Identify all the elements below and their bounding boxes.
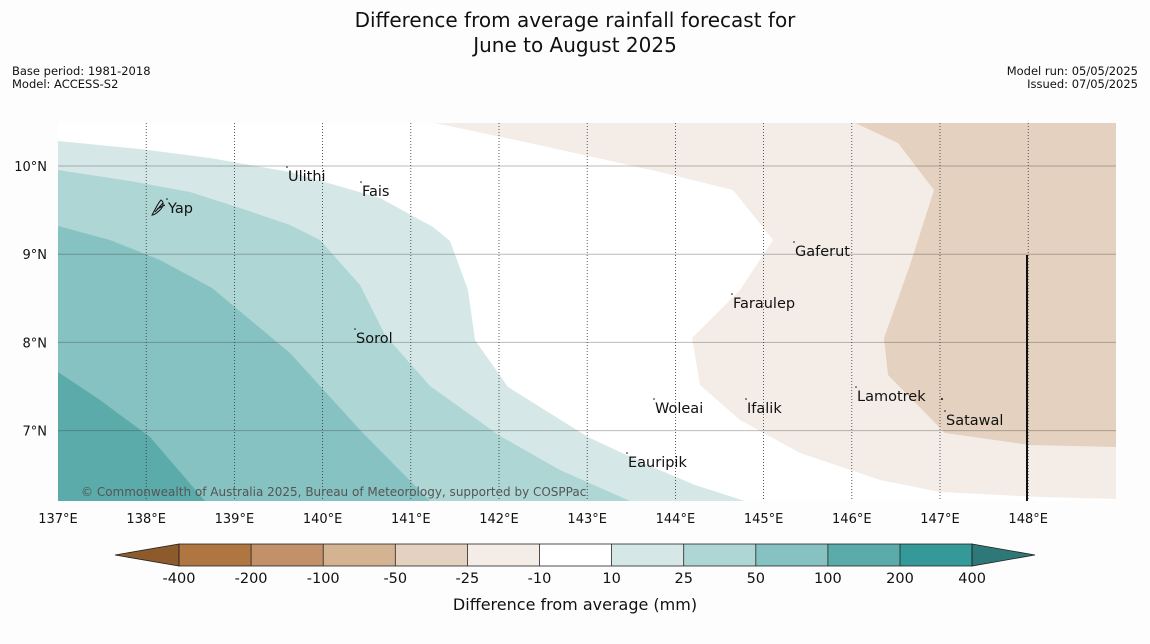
island-marker [745,398,747,400]
colorbar-swatch [467,544,540,566]
colorbar-extend-high [971,543,1036,567]
base-period: Base period: 1981-2018 [12,64,151,78]
colorbar-swatch [251,544,324,566]
colorbar-swatch [395,544,468,566]
colorbar-extend-low [114,543,180,567]
grid-lines [58,123,1116,501]
place-label-sorol: Sorol [356,331,393,347]
island-marker [855,386,857,388]
island-marker [354,328,356,330]
colorbar-ticks: -400 -200 -100 -50 -25 -10 10 25 50 100 200 400 [163,544,986,587]
longitude-label: 142°E [479,512,519,527]
run-info: Model run: 05/05/2025 Issued: 07/05/2025 [1007,65,1138,91]
island-marker [944,410,946,412]
place-label-faraulep: Faraulep [733,296,795,312]
latitude-label: 7°N [23,425,48,440]
colorbar-tick-label: -200 [235,571,268,587]
longitude-label: 140°E [303,512,343,527]
longitude-label: 146°E [832,512,872,527]
longitude-label: 139°E [215,512,255,527]
colorbar-swatch [827,544,901,566]
longitude-label: 143°E [567,512,607,527]
colorbar-swatch [611,544,685,566]
colorbar-tick-label: 10 [602,571,620,587]
island-marker [626,452,628,454]
colorbar-tick-label: 100 [814,571,842,587]
issued-date: Issued: 07/05/2025 [1027,77,1138,91]
place-label-lamotrek: Lamotrek [857,389,926,405]
colorbar-tick-label: -25 [456,571,480,587]
longitude-label: 138°E [126,512,166,527]
place-label-gaferut: Gaferut [795,244,850,260]
place-label-fais: Fais [362,184,389,200]
contour-p50-p100 [58,226,430,501]
latitude-label: 10°N [14,160,47,175]
island-marker [793,241,795,243]
longitude-label: 147°E [920,512,960,527]
copyright-notice: © Commonwealth of Australia 2025, Bureau… [81,485,586,499]
island-marker [286,166,288,168]
latitude-labels: 10°N 9°N 8°N 7°N [14,160,47,440]
colorbar-swatch [900,544,973,566]
colorbar-tick-label: 25 [674,571,692,587]
place-label-yap: Yap [167,201,193,217]
longitude-label: 145°E [744,512,784,527]
longitude-label: 141°E [391,512,431,527]
colorbar [114,543,1036,567]
longitude-labels: 137°E 138°E 139°E 140°E 141°E 142°E 143°E 144°E… [38,512,1048,527]
base-info: Base period: 1981-2018 Model: ACCESS-S2 [12,65,151,91]
colorbar-tick-label: -100 [307,571,340,587]
colorbar-swatch [683,544,757,566]
map-title-line1: Difference from average rainfall forecas… [354,8,796,32]
place-label-ulithi: Ulithi [288,169,326,185]
colorbar-tick-label: 50 [747,571,765,587]
model-run-date: Model run: 05/05/2025 [1006,64,1138,78]
colorbar-swatch [179,544,252,566]
colorbar-tick-label: 200 [886,571,914,587]
map-title-line2: June to August 2025 [473,33,677,57]
island-marker [166,198,168,200]
colorbar-swatch [539,544,613,566]
yap-island-outline [151,199,166,216]
place-label-ifalik: Ifalik [747,401,782,417]
longitude-label: 148°E [1008,512,1048,527]
contour-m50-m25 [855,123,1116,447]
colorbar-tick-label: -50 [383,571,407,587]
place-label-woleai: Woleai [655,401,703,417]
colorbar-tick-label: -400 [163,571,196,587]
longitude-label: 137°E [38,512,78,527]
island-marker [731,293,733,295]
latitude-label: 9°N [23,248,48,263]
island-marker [941,398,943,400]
island-marker [653,398,655,400]
map-title: Difference from average rainfall forecas… [0,8,1150,58]
island-marker [360,181,362,183]
model-name: Model: ACCESS-S2 [12,77,119,91]
colorbar-tick-label: 400 [958,571,986,587]
colorbar-swatch [323,544,396,566]
longitude-label: 144°E [656,512,696,527]
colorbar-label: Difference from average (mm) [453,595,697,614]
place-label-satawal: Satawal [946,413,1003,429]
place-label-eauripik: Eauripik [628,455,687,471]
latitude-label: 8°N [23,336,48,351]
place-labels: Ulithi Fais Yap Gaferut Faraulep Sorol Woleai I… [166,166,1003,471]
contour-p100-p200 [58,372,205,501]
colorbar-swatch [755,544,829,566]
colorbar-tick-label: -10 [528,571,552,587]
